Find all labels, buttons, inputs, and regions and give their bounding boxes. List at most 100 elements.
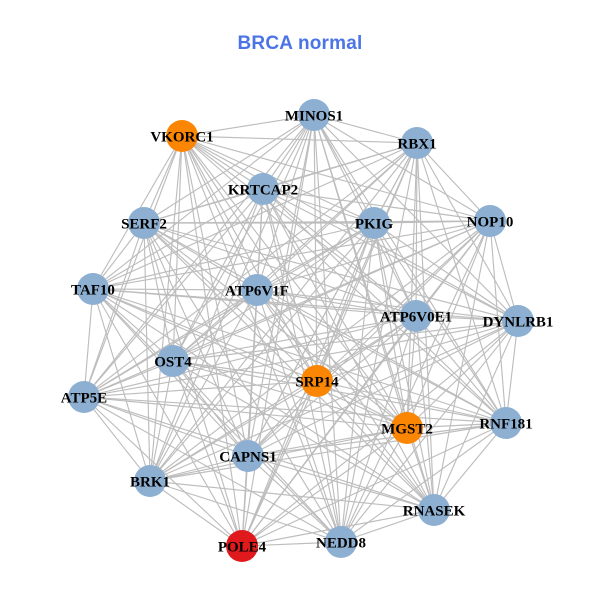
graph-edge bbox=[83, 396, 243, 547]
node-label-atp6v0e1: ATP6V0E1 bbox=[380, 309, 452, 325]
graph-edge bbox=[149, 480, 243, 547]
graph-edge bbox=[181, 135, 375, 224]
graph-node-rnf181: RNF181 bbox=[479, 407, 533, 439]
graph-edge bbox=[241, 114, 315, 547]
graph-edge bbox=[340, 320, 519, 543]
graph-edge bbox=[241, 541, 342, 547]
node-circle-srp14 bbox=[301, 365, 333, 397]
graph-edge bbox=[262, 188, 507, 424]
graph-edge bbox=[92, 288, 174, 362]
graph-edge bbox=[143, 222, 249, 457]
graph-edge bbox=[247, 455, 435, 511]
graph-edge bbox=[181, 135, 264, 190]
graph-edge bbox=[313, 114, 375, 224]
graph-edge bbox=[256, 289, 417, 317]
graph-edge bbox=[256, 289, 519, 322]
graph-edge bbox=[247, 427, 408, 457]
graph-edge bbox=[83, 360, 174, 398]
graph-edge bbox=[256, 289, 318, 382]
graph-edge bbox=[172, 360, 249, 457]
graph-edge bbox=[92, 288, 519, 322]
node-label-brk1: BRK1 bbox=[130, 474, 170, 490]
graph-edge bbox=[83, 396, 408, 429]
graph-edge bbox=[172, 360, 435, 511]
graph-node-nop10: NOP10 bbox=[467, 205, 514, 237]
graph-edge bbox=[373, 222, 408, 429]
graph-edge bbox=[262, 188, 318, 382]
graph-node-capns1: CAPNS1 bbox=[219, 440, 277, 472]
graph-edge bbox=[149, 455, 249, 482]
graph-edge bbox=[149, 422, 507, 482]
graph-edge bbox=[172, 142, 418, 362]
graph-edge bbox=[241, 380, 318, 547]
node-circle-serf2 bbox=[128, 207, 160, 239]
graph-edge bbox=[92, 288, 408, 429]
graph-edge bbox=[489, 220, 519, 322]
node-label-taf10: TAF10 bbox=[71, 282, 115, 298]
graph-edge bbox=[247, 114, 315, 457]
graph-node-serf2: SERF2 bbox=[121, 207, 167, 239]
node-label-srp14: SRP14 bbox=[295, 374, 339, 390]
graph-edge bbox=[313, 114, 507, 424]
graph-edge bbox=[256, 220, 491, 291]
graph-edge bbox=[489, 220, 507, 424]
graph-node-rnasek: RNASEK bbox=[403, 494, 466, 526]
node-label-rbx1: RBX1 bbox=[397, 136, 436, 152]
graph-edge bbox=[505, 320, 519, 424]
graph-edge bbox=[172, 315, 417, 362]
graph-edge bbox=[172, 360, 243, 547]
graph-edge bbox=[92, 114, 315, 290]
graph-edge bbox=[143, 222, 435, 511]
graph-edge bbox=[149, 320, 519, 482]
graph-edge bbox=[83, 396, 249, 457]
graph-edge bbox=[83, 396, 342, 543]
graph-edge bbox=[256, 289, 507, 424]
node-label-nop10: NOP10 bbox=[467, 214, 514, 230]
node-circle-krtcap2 bbox=[247, 173, 279, 205]
graph-edge bbox=[262, 188, 491, 222]
graph-edge bbox=[373, 222, 435, 511]
graph-edge bbox=[416, 142, 491, 222]
chart-title: BRCA normal bbox=[237, 33, 363, 54]
graph-edge bbox=[143, 222, 318, 382]
graph-edge bbox=[316, 320, 519, 382]
graph-node-pole4: POLE4 bbox=[218, 530, 267, 562]
node-circle-rbx1 bbox=[401, 127, 433, 159]
graph-edge bbox=[247, 455, 342, 543]
graph-edge bbox=[340, 220, 491, 543]
graph-edge bbox=[241, 422, 507, 547]
node-label-krtcap2: KRTCAP2 bbox=[228, 182, 298, 198]
graph-edge bbox=[406, 220, 491, 429]
graph-edge bbox=[172, 320, 519, 362]
node-circle-pkig bbox=[358, 207, 390, 239]
graph-edge bbox=[92, 288, 342, 543]
graph-node-ost4: OST4 bbox=[154, 345, 192, 377]
graph-node-brk1: BRK1 bbox=[130, 465, 170, 497]
graph-edge bbox=[172, 360, 408, 429]
node-circle-dynlrb1 bbox=[502, 305, 534, 337]
graph-edge bbox=[92, 220, 491, 290]
graph-edge bbox=[181, 135, 249, 457]
graph-edge bbox=[143, 220, 491, 224]
nodes-layer: MINOS1 VKORC1 RBX1 KRTCAP2 SERF2 PKIG NOP10 TAF… bbox=[61, 99, 553, 562]
node-circle-nedd8 bbox=[325, 526, 357, 558]
graph-edge bbox=[406, 315, 417, 429]
graph-node-atp5e: ATP5E bbox=[61, 381, 107, 413]
graph-edge bbox=[143, 222, 342, 543]
graph-node-mgst2: MGST2 bbox=[381, 412, 433, 444]
graph-node-minos1: MINOS1 bbox=[285, 99, 343, 131]
graph-edge bbox=[313, 114, 418, 144]
node-label-vkorc1: VKORC1 bbox=[150, 129, 213, 145]
graph-edge bbox=[143, 222, 243, 547]
graph-edge bbox=[247, 422, 507, 457]
graph-node-atp6v1f: ATP6V1F bbox=[225, 274, 289, 306]
graph-node-rbx1: RBX1 bbox=[397, 127, 437, 159]
graph-edge bbox=[406, 320, 519, 429]
graph-edge bbox=[406, 142, 418, 429]
node-label-minos1: MINOS1 bbox=[285, 108, 343, 124]
graph-edge bbox=[181, 135, 435, 511]
node-circle-vkorc1 bbox=[166, 120, 198, 152]
graph-edge bbox=[262, 188, 342, 543]
graph-edge bbox=[92, 288, 507, 424]
